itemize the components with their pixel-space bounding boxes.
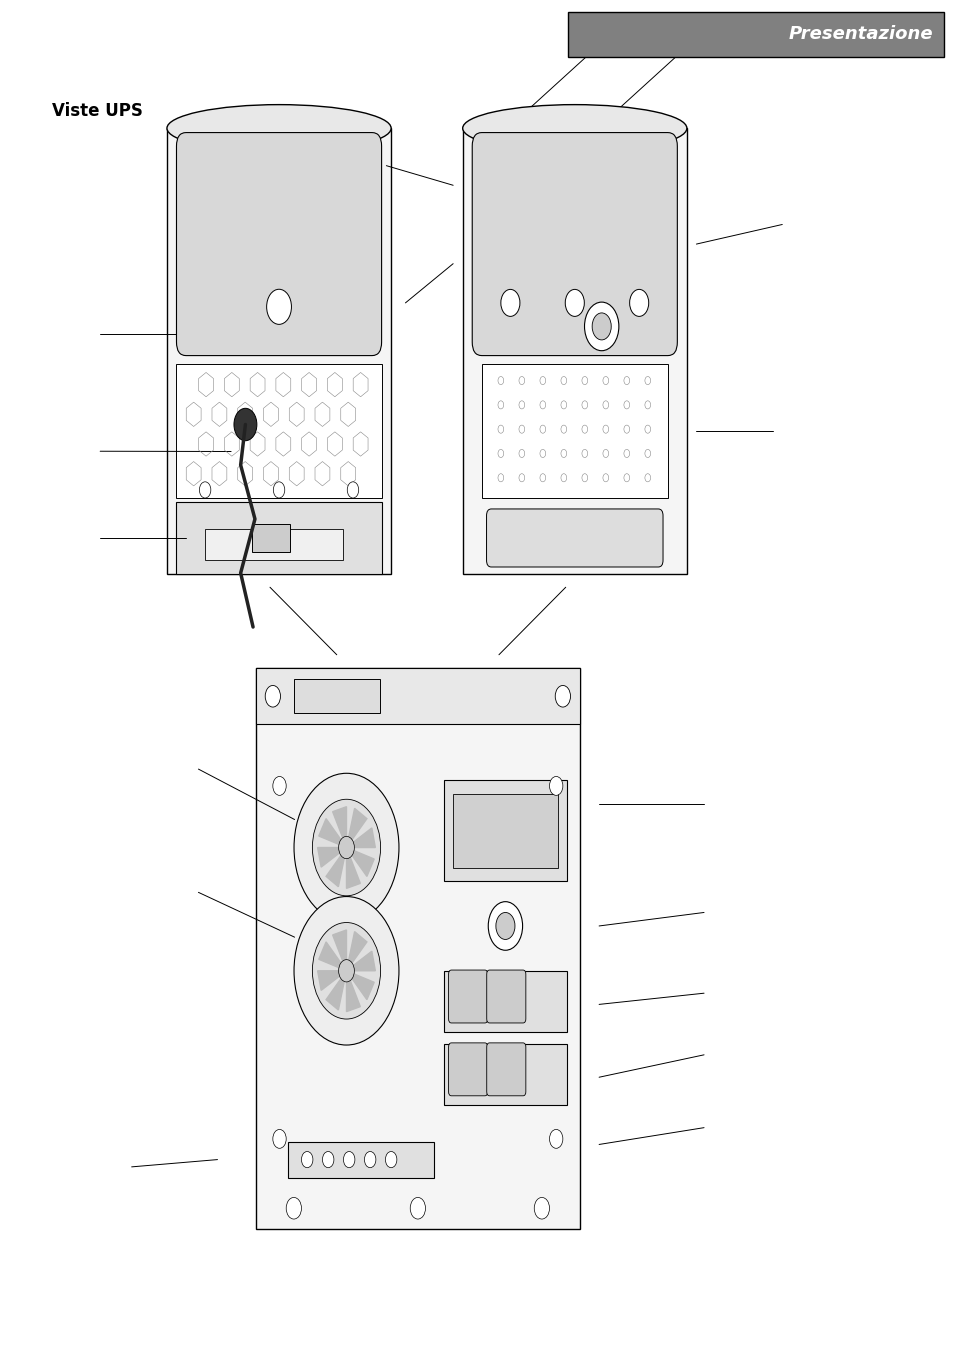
Polygon shape xyxy=(318,818,346,848)
Polygon shape xyxy=(318,942,346,971)
Polygon shape xyxy=(346,952,375,971)
Bar xyxy=(500,185,634,274)
Circle shape xyxy=(265,686,280,707)
Circle shape xyxy=(312,799,380,896)
FancyBboxPatch shape xyxy=(448,971,487,1023)
Bar xyxy=(481,364,667,498)
FancyBboxPatch shape xyxy=(486,1042,525,1096)
Circle shape xyxy=(364,1152,375,1168)
Circle shape xyxy=(500,289,519,316)
Circle shape xyxy=(584,302,618,351)
Bar xyxy=(176,325,200,342)
Polygon shape xyxy=(317,971,346,991)
Circle shape xyxy=(549,776,562,795)
Polygon shape xyxy=(346,971,374,999)
Polygon shape xyxy=(346,931,367,971)
Bar xyxy=(214,185,338,274)
Circle shape xyxy=(294,774,398,922)
FancyBboxPatch shape xyxy=(486,509,662,567)
Bar xyxy=(443,780,566,882)
Circle shape xyxy=(273,776,286,795)
Circle shape xyxy=(534,1197,549,1219)
Text: Viste UPS: Viste UPS xyxy=(52,101,143,120)
Bar xyxy=(255,668,579,724)
Bar xyxy=(167,128,391,574)
Circle shape xyxy=(312,922,380,1019)
Ellipse shape xyxy=(462,105,686,153)
Bar xyxy=(176,364,381,498)
Circle shape xyxy=(347,482,358,498)
Circle shape xyxy=(549,1130,562,1149)
Circle shape xyxy=(233,408,256,440)
Bar xyxy=(205,529,343,560)
Polygon shape xyxy=(326,848,346,887)
Bar xyxy=(453,794,557,868)
Polygon shape xyxy=(346,848,360,888)
Circle shape xyxy=(286,1197,301,1219)
Circle shape xyxy=(629,289,648,316)
Circle shape xyxy=(301,1152,313,1168)
Polygon shape xyxy=(317,848,346,867)
Bar xyxy=(252,524,290,552)
Text: Presentazione: Presentazione xyxy=(787,26,932,43)
Polygon shape xyxy=(326,971,346,1010)
Bar xyxy=(255,668,579,1228)
Circle shape xyxy=(496,913,515,940)
Polygon shape xyxy=(346,971,360,1011)
Circle shape xyxy=(385,1152,396,1168)
Circle shape xyxy=(273,482,285,498)
Bar xyxy=(294,679,379,713)
Polygon shape xyxy=(333,807,346,848)
Ellipse shape xyxy=(167,105,391,153)
Circle shape xyxy=(343,1152,355,1168)
Circle shape xyxy=(338,960,354,981)
FancyBboxPatch shape xyxy=(176,132,381,355)
Polygon shape xyxy=(346,828,375,848)
Bar xyxy=(288,1142,434,1179)
Bar xyxy=(567,12,943,57)
Polygon shape xyxy=(346,848,374,876)
Polygon shape xyxy=(346,809,367,848)
Bar xyxy=(176,502,381,574)
FancyBboxPatch shape xyxy=(448,1042,487,1096)
Circle shape xyxy=(199,482,211,498)
Circle shape xyxy=(266,289,291,324)
Circle shape xyxy=(555,686,570,707)
Bar xyxy=(443,1044,566,1106)
FancyBboxPatch shape xyxy=(472,132,677,355)
Circle shape xyxy=(410,1197,425,1219)
Circle shape xyxy=(488,902,522,950)
Polygon shape xyxy=(333,930,346,971)
Bar xyxy=(443,971,566,1033)
Circle shape xyxy=(322,1152,334,1168)
Circle shape xyxy=(338,837,354,859)
Circle shape xyxy=(564,289,583,316)
FancyBboxPatch shape xyxy=(486,971,525,1023)
Circle shape xyxy=(592,313,611,340)
Circle shape xyxy=(294,896,398,1045)
Circle shape xyxy=(273,1130,286,1149)
Bar xyxy=(462,128,686,574)
